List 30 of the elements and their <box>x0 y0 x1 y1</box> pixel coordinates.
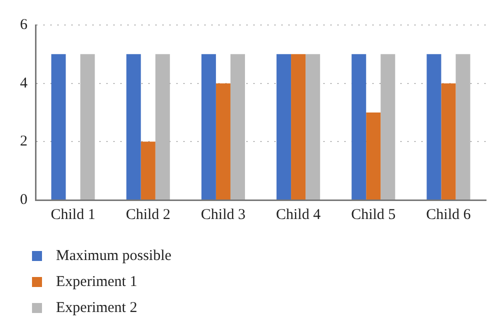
bar <box>140 142 156 200</box>
y-tick-label: 2 <box>20 134 28 150</box>
bar <box>306 54 320 200</box>
y-tick-label: 0 <box>20 192 28 208</box>
bar <box>126 54 141 200</box>
bar <box>426 54 442 200</box>
legend-label: Maximum possible <box>56 248 172 264</box>
bar <box>291 54 306 200</box>
bar <box>216 83 230 200</box>
y-tick-label: 6 <box>20 16 28 33</box>
bar <box>380 54 396 200</box>
x-tick-label: Child 5 <box>351 206 396 223</box>
bar <box>352 54 366 200</box>
bar <box>456 54 470 200</box>
bar <box>366 112 381 200</box>
legend-label: Experiment 2 <box>56 300 138 316</box>
bar <box>80 54 95 200</box>
bar <box>230 54 245 200</box>
legend-label: Experiment 1 <box>56 274 138 290</box>
bar <box>441 83 456 200</box>
bar <box>201 54 216 200</box>
x-tick-label: Child 6 <box>426 206 472 223</box>
y-tick-label: 4 <box>20 75 28 92</box>
x-tick-label: Child 2 <box>126 206 170 223</box>
bar <box>51 54 66 200</box>
bar <box>276 54 292 200</box>
bar <box>155 54 170 200</box>
x-tick-label: Child 4 <box>276 206 322 223</box>
x-tick-label: Child 1 <box>50 206 96 223</box>
x-tick-label: Child 3 <box>200 206 246 223</box>
